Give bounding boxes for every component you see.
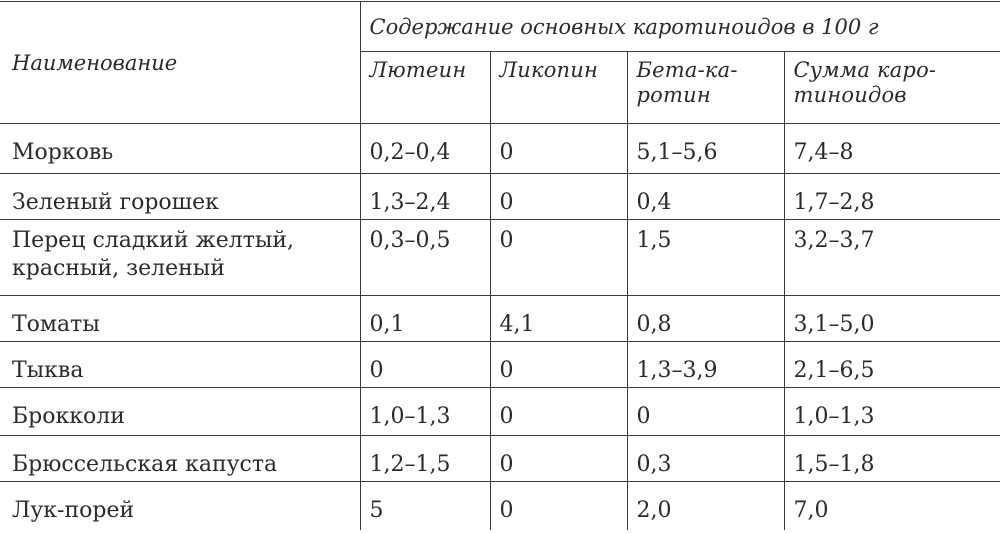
cell-name: Зеленый горошек	[0, 173, 361, 220]
cell-total: 7,0	[783, 481, 1000, 530]
cell-lutein: 1,2–1,5	[359, 435, 491, 482]
cell-lycopene: 0	[489, 219, 628, 296]
column-header-line: Сумма каро-	[793, 58, 937, 82]
cell-beta-carotene: 1,3–3,9	[626, 341, 785, 388]
column-header-name: Наименование	[0, 1, 361, 124]
column-header-line: Бета-ка-	[636, 58, 738, 82]
cell-beta-carotene: 1,5	[626, 219, 785, 296]
cell-beta-carotene: 0,8	[626, 295, 785, 342]
cell-lycopene: 0	[489, 123, 628, 174]
column-header-total: Сумма каро- тиноидов	[783, 51, 1000, 124]
table-header: Наименование Содержание основных каротин…	[0, 1, 1000, 124]
cell-beta-carotene: 0	[626, 387, 785, 436]
cell-name: Брюссельская капуста	[0, 435, 361, 482]
header-row-group: Наименование Содержание основных каротин…	[0, 1, 1000, 124]
cell-total: 2,1–6,5	[783, 341, 1000, 388]
cell-beta-carotene: 2,0	[626, 481, 785, 530]
column-group-header: Содержание основных каротиноидов в 100 г	[359, 1, 1000, 52]
name-line: Лук-порей	[12, 498, 135, 523]
column-header-line: Ликопин	[499, 58, 599, 82]
cell-lycopene: 0	[489, 173, 628, 220]
cell-total: 3,1–5,0	[783, 295, 1000, 342]
cell-lutein: 1,3–2,4	[359, 173, 491, 220]
table-row: Зеленый горошек 1,3–2,4 0 0,4 1,7–2,8	[0, 173, 1000, 220]
cell-total: 1,0–1,3	[783, 387, 1000, 436]
cell-lycopene: 4,1	[489, 295, 628, 342]
name-line: Брюссельская капуста	[12, 452, 278, 477]
cell-beta-carotene: 0,3	[626, 435, 785, 482]
cell-name: Морковь	[0, 123, 361, 174]
cell-total: 1,7–2,8	[783, 173, 1000, 220]
cell-lutein: 5	[359, 481, 491, 530]
table-body: Морковь 0,2–0,4 0 5,1–5,6 7,4–8 Зеленый …	[0, 123, 1000, 530]
cell-total: 1,5–1,8	[783, 435, 1000, 482]
cell-lutein: 0	[359, 341, 491, 388]
cell-lutein: 0,2–0,4	[359, 123, 491, 174]
table-row: Перец сладкий желтый, красный, зеленый 0,…	[0, 219, 1000, 296]
table-row: Морковь 0,2–0,4 0 5,1–5,6 7,4–8	[0, 123, 1000, 174]
cell-name: Тыква	[0, 341, 361, 388]
column-header-line: тиноидов	[793, 83, 907, 107]
table-row: Брокколи 1,0–1,3 0 0 1,0–1,3	[0, 387, 1000, 436]
column-header-lycopene: Ликопин	[489, 51, 628, 124]
name-line: Зеленый горошек	[12, 190, 219, 215]
name-line: красный, зеленый	[12, 256, 225, 281]
cell-lycopene: 0	[489, 481, 628, 530]
column-header-line: Лютеин	[369, 58, 467, 82]
cell-lutein: 0,1	[359, 295, 491, 342]
name-line: Тыква	[12, 358, 84, 383]
table-row: Томаты 0,1 4,1 0,8 3,1–5,0	[0, 295, 1000, 342]
column-header-beta-carotene: Бета-ка- ротин	[626, 51, 785, 124]
name-line: Перец сладкий желтый,	[12, 228, 295, 253]
table-row: Лук-порей 5 0 2,0 7,0	[0, 481, 1000, 530]
cell-name: Томаты	[0, 295, 361, 342]
cell-beta-carotene: 0,4	[626, 173, 785, 220]
table-row: Брюссельская капуста 1,2–1,5 0 0,3 1,5–1…	[0, 435, 1000, 482]
cell-name: Лук-порей	[0, 481, 361, 530]
column-header-lutein: Лютеин	[359, 51, 491, 124]
header-row-columns: Лютеин Ликопин Бета-ка- ротин Сумма каро…	[0, 51, 1000, 124]
table-row: Тыква 0 0 1,3–3,9 2,1–6,5	[0, 341, 1000, 388]
cell-lutein: 1,0–1,3	[359, 387, 491, 436]
cell-beta-carotene: 5,1–5,6	[626, 123, 785, 174]
cell-name: Перец сладкий желтый, красный, зеленый	[0, 219, 361, 296]
column-header-line: ротин	[636, 83, 711, 107]
name-line: Морковь	[12, 140, 114, 165]
cell-name: Брокколи	[0, 387, 361, 436]
cell-lycopene: 0	[489, 387, 628, 436]
cell-total: 3,2–3,7	[783, 219, 1000, 296]
name-line: Брокколи	[12, 404, 125, 429]
cell-total: 7,4–8	[783, 123, 1000, 174]
cell-lutein: 0,3–0,5	[359, 219, 491, 296]
name-line: Томаты	[12, 312, 100, 337]
cell-lycopene: 0	[489, 435, 628, 482]
cell-lycopene: 0	[489, 341, 628, 388]
